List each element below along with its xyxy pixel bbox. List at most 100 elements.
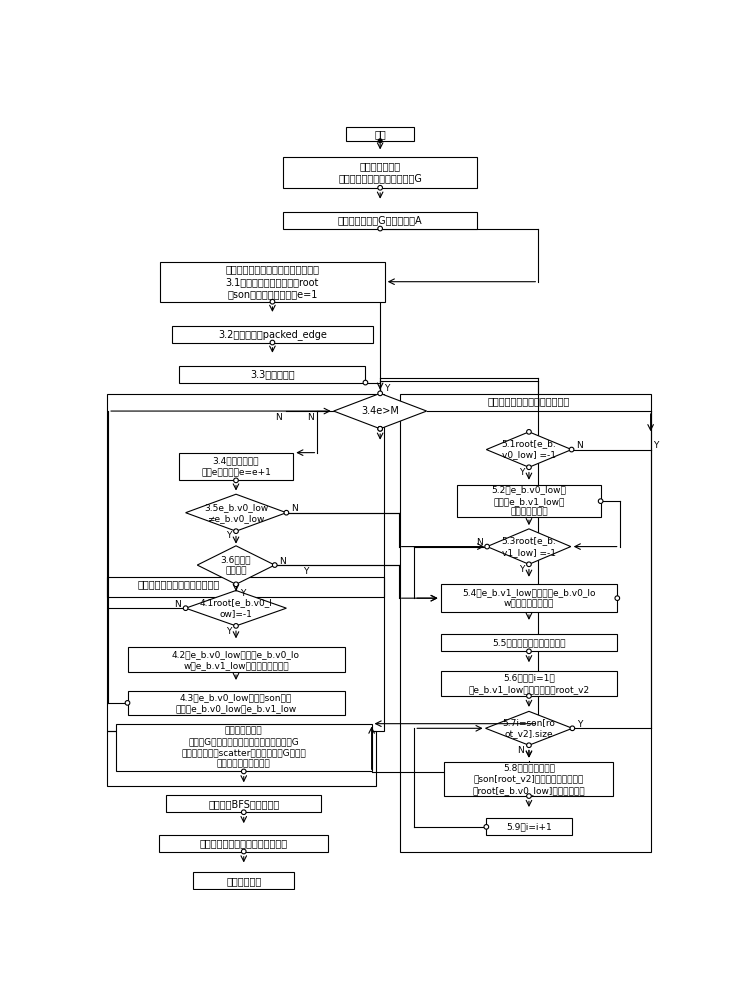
Text: 3.2创建结构体packed_edge: 3.2创建结构体packed_edge	[218, 329, 327, 340]
Circle shape	[125, 701, 130, 705]
Polygon shape	[333, 393, 427, 429]
Text: 3.5e_b.v0_low
≠e_b.v0_low: 3.5e_b.v0_low ≠e_b.v0_low	[204, 503, 268, 523]
Text: 5.4把e_b.v1_low插入到以e_b.v0_lo
w的所在的连通分量: 5.4把e_b.v1_low插入到以e_b.v0_lo w的所在的连通分量	[462, 588, 596, 608]
Polygon shape	[487, 529, 571, 564]
FancyBboxPatch shape	[346, 127, 414, 141]
FancyBboxPatch shape	[457, 485, 601, 517]
Text: 5.7i=son[ro
ot_v2].size: 5.7i=son[ro ot_v2].size	[502, 718, 556, 738]
Circle shape	[183, 606, 188, 610]
Circle shape	[484, 825, 488, 829]
Text: Y: Y	[303, 567, 308, 576]
Circle shape	[527, 430, 531, 434]
Polygon shape	[486, 432, 571, 467]
Text: 4.2把e_b.v0_low设置成e_b.v0_lo
w和e_b.v1_low两个顶点的根顶点: 4.2把e_b.v0_low设置成e_b.v0_lo w和e_b.v1_low两…	[172, 650, 300, 670]
Text: N: N	[291, 504, 298, 513]
Text: 5.9令i=i+1: 5.9令i=i+1	[506, 822, 552, 831]
Text: 开始: 开始	[374, 129, 386, 139]
Circle shape	[527, 465, 531, 470]
Polygon shape	[186, 494, 286, 531]
Text: 第一步、图生成
通过图生成器生成随机图结构G: 第一步、图生成 通过图生成器生成随机图结构G	[338, 161, 422, 184]
Circle shape	[378, 426, 382, 431]
Circle shape	[273, 563, 277, 567]
Circle shape	[569, 447, 574, 452]
Circle shape	[270, 340, 275, 345]
Text: 第七步、BFS搜索与验证: 第七步、BFS搜索与验证	[208, 799, 279, 809]
Text: 5.8执行路径压缩，
把son[root_v2]中的每个元素均调整
为root[e_b.v0_low]的直接子顶点: 5.8执行路径压缩， 把son[root_v2]中的每个元素均调整 为root[…	[473, 764, 585, 795]
Circle shape	[570, 726, 575, 731]
FancyBboxPatch shape	[486, 818, 571, 835]
Text: 第九步、结束: 第九步、结束	[226, 876, 262, 886]
Text: Y: Y	[519, 468, 525, 477]
Text: 3.4读边集合，读
取第e条边，令e=e+1: 3.4读边集合，读 取第e条边，令e=e+1	[201, 456, 271, 477]
FancyBboxPatch shape	[166, 795, 322, 812]
FancyBboxPatch shape	[179, 453, 293, 480]
Text: 5.1root[e_b.
v0_low] =-1: 5.1root[e_b. v0_low] =-1	[502, 440, 556, 460]
FancyBboxPatch shape	[127, 691, 345, 715]
Text: 第八步、计算图测试性能的评价值: 第八步、计算图测试性能的评价值	[199, 838, 288, 848]
Text: 第四步、处理根顶点相同的情况: 第四步、处理根顶点相同的情况	[138, 579, 220, 589]
Text: Y: Y	[226, 531, 231, 540]
Circle shape	[378, 185, 382, 190]
FancyBboxPatch shape	[441, 671, 617, 696]
Text: 第五步、处理根顶点不同的情况: 第五步、处理根顶点不同的情况	[488, 396, 570, 406]
Circle shape	[233, 582, 239, 587]
Circle shape	[378, 226, 382, 231]
Circle shape	[378, 391, 382, 396]
Circle shape	[233, 478, 239, 483]
Circle shape	[378, 139, 382, 143]
Text: N: N	[307, 413, 313, 422]
FancyBboxPatch shape	[159, 835, 328, 852]
Text: 3.6根顶点
是否相同: 3.6根顶点 是否相同	[221, 555, 251, 575]
FancyBboxPatch shape	[283, 212, 477, 229]
Circle shape	[284, 510, 289, 515]
Circle shape	[527, 743, 531, 748]
Circle shape	[242, 849, 246, 854]
Circle shape	[233, 624, 239, 628]
Text: 5.5比较连通分量的顶点数量: 5.5比较连通分量的顶点数量	[492, 638, 565, 647]
Circle shape	[615, 596, 619, 600]
Text: Y: Y	[384, 384, 390, 393]
Text: N: N	[279, 557, 286, 566]
Text: N: N	[576, 441, 583, 450]
Text: N: N	[275, 413, 282, 422]
Text: 第六步、图分布
找出图G所有连通分量，采用连通分量对图G
进行划分。采用scatter发散操作将图G分布至
超级计算机各处理节点: 第六步、图分布 找出图G所有连通分量，采用连通分量对图G 进行划分。采用scat…	[182, 726, 306, 769]
Text: 第三步、数据结构初始化，去自环边
3.1数据结构初始化，设置root
和son向量的初始值，令e=1: 第三步、数据结构初始化，去自环边 3.1数据结构初始化，设置root 和son向…	[225, 264, 319, 299]
Circle shape	[233, 529, 239, 533]
FancyBboxPatch shape	[283, 157, 477, 188]
Polygon shape	[485, 711, 572, 745]
FancyBboxPatch shape	[445, 762, 614, 796]
Circle shape	[485, 544, 489, 549]
FancyBboxPatch shape	[441, 634, 617, 651]
Text: N: N	[476, 538, 482, 547]
Circle shape	[527, 794, 531, 798]
Text: 3.3创建一条边: 3.3创建一条边	[250, 369, 295, 379]
Text: Y: Y	[240, 589, 245, 598]
Polygon shape	[186, 590, 286, 626]
Circle shape	[527, 649, 531, 654]
Text: 5.2把e_b.v0_low插
入到以e_b.v1_low的
所在的连通分量: 5.2把e_b.v0_low插 入到以e_b.v1_low的 所在的连通分量	[491, 486, 566, 517]
FancyBboxPatch shape	[160, 262, 385, 302]
FancyBboxPatch shape	[193, 872, 294, 889]
Text: 第二步、构建图G的邻接矩阵A: 第二步、构建图G的邻接矩阵A	[338, 215, 422, 225]
Text: Y: Y	[577, 720, 582, 729]
Circle shape	[527, 562, 531, 567]
Text: Y: Y	[226, 627, 231, 636]
Text: N: N	[174, 600, 181, 609]
FancyBboxPatch shape	[116, 724, 372, 771]
Text: 3.4e>M: 3.4e>M	[361, 406, 399, 416]
Text: 4.1root[e_b.v0_l
ow]=-1: 4.1root[e_b.v0_l ow]=-1	[199, 598, 273, 618]
FancyBboxPatch shape	[172, 326, 373, 343]
FancyBboxPatch shape	[441, 584, 617, 612]
Text: 4.3在e_b.v0_low对应的son向量
中插入e_b.v0_low和e_b.v1_low: 4.3在e_b.v0_low对应的son向量 中插入e_b.v0_low和e_b…	[176, 693, 296, 713]
Circle shape	[242, 769, 246, 774]
Circle shape	[598, 499, 603, 503]
Text: 5.6初始化i=1，
将e_b.v1_low的根顶点记为root_v2: 5.6初始化i=1， 将e_b.v1_low的根顶点记为root_v2	[468, 674, 590, 694]
Circle shape	[378, 426, 382, 431]
Circle shape	[363, 380, 368, 385]
Text: 5.3root[e_b.
v1_low] =-1: 5.3root[e_b. v1_low] =-1	[502, 537, 556, 557]
Text: N: N	[517, 746, 525, 755]
Text: Y: Y	[653, 441, 658, 450]
Circle shape	[242, 810, 246, 815]
Circle shape	[270, 299, 275, 304]
FancyBboxPatch shape	[127, 647, 345, 672]
